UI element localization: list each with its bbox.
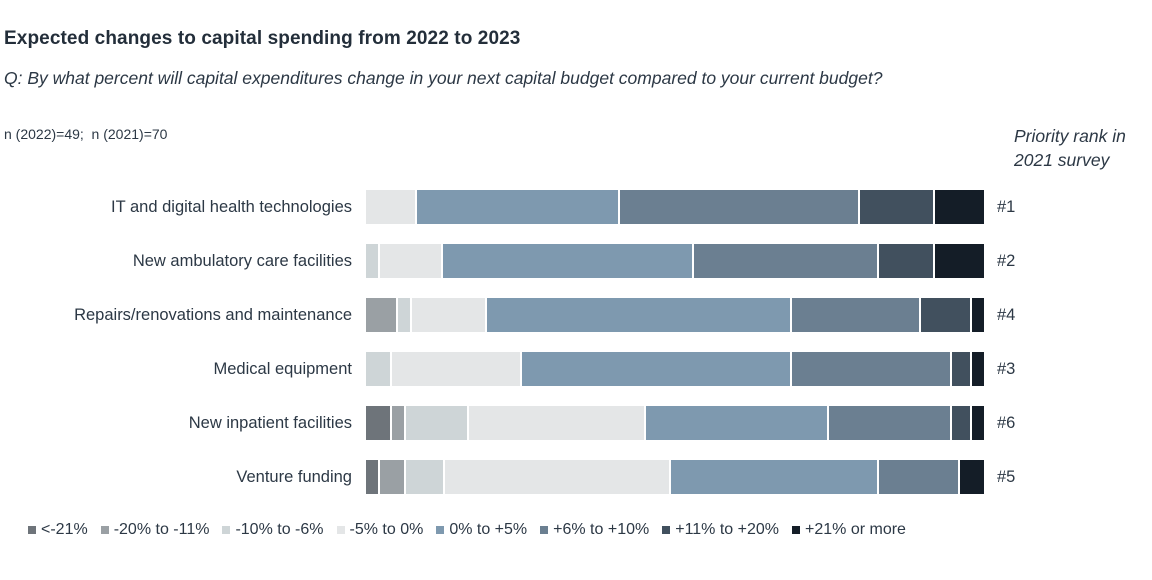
chart-legend: <-21% -20% to -11% -10% to -6% -5% to 0% 0% … (28, 521, 1128, 539)
legend-label: -10% to -6% (235, 521, 324, 538)
legend-swatch (222, 526, 231, 534)
bar-segment (791, 352, 950, 386)
bar-segment (951, 352, 970, 386)
bar-row: New inpatient facilities #6 (0, 406, 1152, 440)
bar-segment (829, 406, 950, 440)
bar-segment (951, 406, 970, 440)
legend-swatch (100, 526, 109, 534)
bar-segment (971, 406, 984, 440)
bar-segment (522, 352, 790, 386)
bar-track (366, 244, 984, 278)
bar-track (366, 406, 984, 440)
legend-swatch (540, 526, 549, 534)
legend-label: +11% to +20% (675, 521, 779, 538)
legend-label: <-21% (41, 521, 88, 538)
legend-swatch (28, 526, 36, 534)
bar-segment (959, 460, 984, 494)
bar-track (366, 298, 985, 332)
legend-label: -5% to 0% (349, 521, 424, 538)
bar-segment (792, 298, 920, 332)
legend-label: -20% to -11% (113, 521, 210, 538)
rank-label: #6 (997, 413, 1016, 432)
bar-segment (380, 460, 405, 494)
legend-label: 0% to +5% (449, 521, 528, 538)
bar-segment (366, 244, 379, 278)
category-label: New ambulatory care facilities (132, 251, 352, 270)
legend-swatch (792, 526, 800, 534)
legend-item: -20% to -11% (100, 521, 210, 539)
legend-swatch (436, 526, 445, 534)
bar-segment (366, 460, 379, 494)
bar-segment (392, 406, 405, 440)
category-label: Repairs/renovations and maintenance (74, 305, 352, 324)
bar-segment (406, 460, 443, 494)
category-label: IT and digital health technologies (111, 197, 352, 216)
rank-label: #4 (997, 305, 1016, 324)
rank-label: #3 (997, 359, 1016, 378)
legend-item: +6% to +10% (540, 521, 649, 539)
bar-segment (971, 298, 985, 332)
bar-segment (416, 190, 619, 224)
bar-segment (935, 190, 984, 224)
legend-item: +21% or more (792, 521, 906, 539)
category-label: Medical equipment (213, 359, 353, 378)
bar-segment (412, 298, 486, 332)
sample-size-note: n (2022)=49; n (2021)=70 (4, 126, 168, 142)
rank-label: #1 (997, 197, 1016, 216)
bar-segment (935, 244, 984, 278)
bar-segment (380, 244, 441, 278)
bar-row: Venture funding #5 (0, 460, 1152, 494)
bar-segment (971, 352, 984, 386)
legend-item: 0% to +5% (436, 521, 527, 539)
bar-segment (620, 190, 858, 224)
bar-track (366, 352, 984, 386)
bar-track (366, 190, 984, 224)
legend-label: +21% or more (805, 521, 906, 538)
rank-label: #2 (997, 251, 1016, 270)
bar-segment (860, 190, 934, 224)
bar-segment (442, 244, 693, 278)
bar-segment (366, 190, 415, 224)
bar-row: Medical equipment #3 (0, 352, 1152, 386)
bar-segment (921, 298, 970, 332)
bar-segment (444, 460, 669, 494)
category-label: New inpatient facilities (188, 413, 352, 432)
bar-row: New ambulatory care facilities #2 (0, 244, 1152, 278)
bar-row: Repairs/renovations and maintenance #4 (0, 298, 1152, 332)
legend-item: +11% to +20% (662, 521, 779, 539)
bar-segment (468, 406, 644, 440)
bar-segment (878, 244, 934, 278)
stacked-bar-chart: IT and digital health technologies #1 New … (0, 190, 1152, 514)
bar-segment (398, 298, 411, 332)
legend-swatch (662, 526, 671, 534)
legend-label: +6% to +10% (553, 521, 650, 538)
bar-segment (366, 298, 397, 332)
rank-label: #5 (997, 467, 1016, 486)
legend-item: <-21% (28, 521, 88, 539)
bar-segment (366, 406, 391, 440)
bar-segment (694, 244, 877, 278)
bar-row: IT and digital health technologies #1 (0, 190, 1152, 224)
bar-segment (670, 460, 877, 494)
bar-segment (878, 460, 958, 494)
bar-segment (366, 352, 391, 386)
bar-segment (645, 406, 827, 440)
legend-item: -5% to 0% (336, 521, 424, 539)
priority-rank-column-header: Priority rank in 2021 survey (1014, 126, 1126, 170)
legend-item: -10% to -6% (222, 521, 324, 539)
bar-segment (406, 406, 467, 440)
bar-track (366, 460, 984, 494)
bar-segment (487, 298, 791, 332)
bar-segment (392, 352, 520, 386)
legend-swatch (336, 526, 345, 534)
survey-question: Q: By what percent will capital expendit… (4, 68, 883, 88)
category-label: Venture funding (236, 467, 352, 486)
chart-title: Expected changes to capital spending fro… (4, 28, 521, 49)
